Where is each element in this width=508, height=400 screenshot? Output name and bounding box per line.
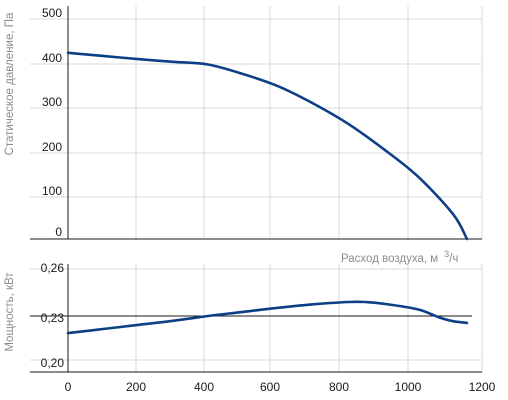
power-axis-title: Мощность, кВт bbox=[4, 272, 16, 352]
pressure-tick-label: 200 bbox=[42, 140, 62, 154]
flow-tick-label: 600 bbox=[260, 380, 280, 394]
pressure-tick-label: 0 bbox=[55, 225, 62, 239]
pressure-tick-labels: 0 100 200 300 400 500 bbox=[42, 6, 62, 239]
flow-tick-label: 0 bbox=[65, 380, 72, 394]
power-tick-label: 0,23 bbox=[41, 311, 65, 325]
flow-tick-label: 800 bbox=[329, 380, 349, 394]
power-tick-labels: 0,20 0,23 0,26 bbox=[41, 261, 65, 370]
power-curve bbox=[66, 300, 469, 335]
flow-tick-labels: 0 200 400 600 800 1000 1200 bbox=[65, 380, 496, 394]
pressure-grid bbox=[30, 6, 483, 239]
flow-tick-label: 1000 bbox=[395, 380, 422, 394]
flow-axis-title-unit: /ч bbox=[449, 253, 458, 265]
pressure-axis-title: Статическое давление, Па bbox=[4, 12, 16, 155]
flow-axis-title: Расход воздуха, м 3/ч bbox=[341, 249, 458, 265]
pressure-curve bbox=[66, 51, 469, 241]
flow-tick-label: 1200 bbox=[469, 380, 496, 394]
flow-axis-title-sup: 3 bbox=[444, 249, 449, 259]
pressure-tick-label: 100 bbox=[42, 184, 62, 198]
pressure-tick-label: 400 bbox=[42, 51, 62, 65]
power-grid bbox=[30, 264, 483, 372]
pressure-tick-label: 500 bbox=[42, 6, 62, 20]
flow-tick-label: 400 bbox=[194, 380, 214, 394]
power-tick-label: 0,20 bbox=[41, 356, 65, 370]
flow-tick-label: 200 bbox=[126, 380, 146, 394]
flow-axis-title-main: Расход воздуха, м bbox=[341, 253, 438, 265]
pressure-tick-label: 300 bbox=[42, 95, 62, 109]
power-tick-label: 0,26 bbox=[41, 261, 65, 275]
